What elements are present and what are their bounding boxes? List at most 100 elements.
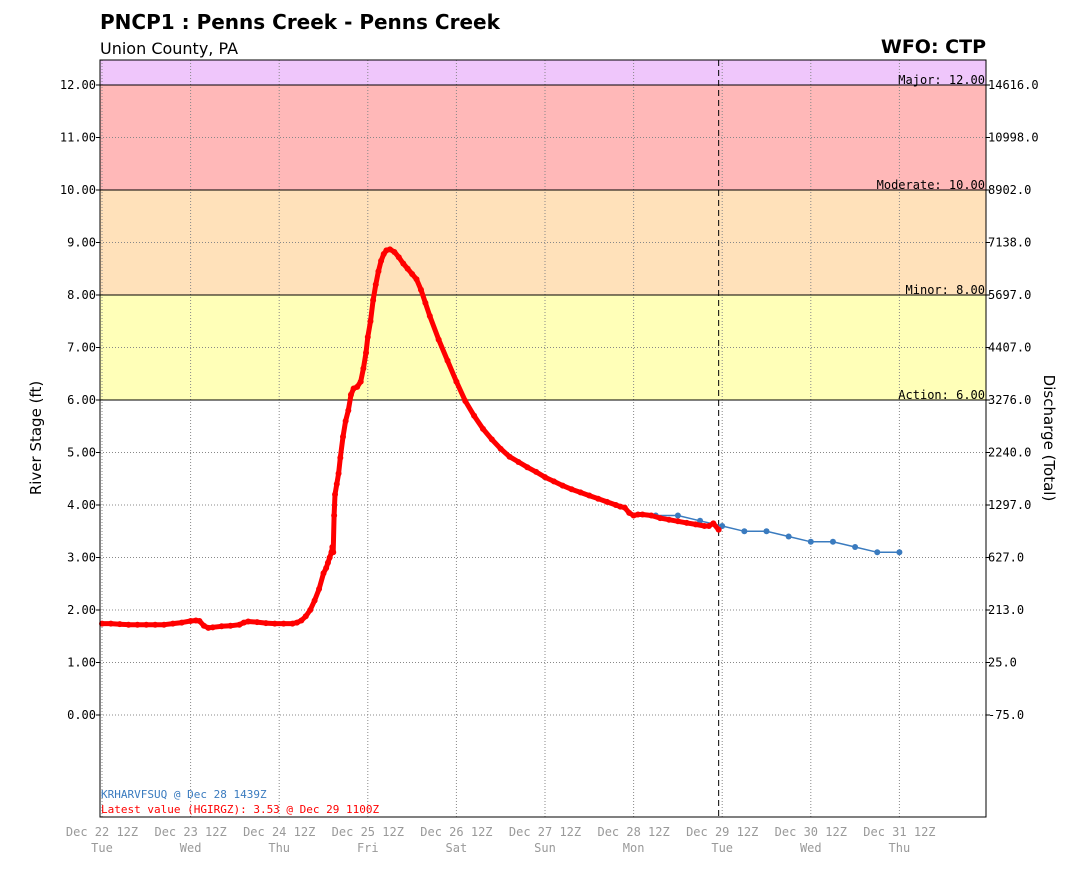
observed-point: [143, 621, 150, 628]
observed-point: [375, 268, 382, 275]
observed-point: [417, 286, 424, 293]
x-tick-date: Dec 26 12Z: [420, 825, 492, 839]
observed-point: [692, 521, 699, 528]
flood-stage-lines: [100, 84, 986, 401]
left-axis-ticks: 0.00 1.00 2.00 3.00 4.00 5.00 6.00 7.00 8.00 9.00…: [60, 78, 100, 722]
forecast-point: [674, 512, 681, 519]
forecast-source-note: KRHARVFSUQ @ Dec 28 1439Z: [101, 788, 267, 801]
observed-point: [648, 512, 655, 519]
x-tick-day: Tue: [91, 841, 113, 855]
observed-point: [372, 281, 379, 288]
band-label-moderate: Moderate: 10.00: [877, 178, 985, 192]
right-tick-label: 10998.0: [988, 131, 1039, 145]
left-tick-label: 10.00: [60, 183, 96, 197]
observed-point: [360, 365, 367, 372]
flood-category-labels: Major: 12.00 Moderate: 10.00 Minor: 8.00 Ac…: [877, 73, 985, 402]
right-tick-label: -75.0: [988, 708, 1024, 722]
right-tick-label: 5697.0: [988, 288, 1031, 302]
x-tick-date: Dec 28 12Z: [597, 825, 669, 839]
observed-point: [320, 570, 327, 577]
band-major: [100, 60, 986, 85]
forecast-point: [785, 533, 792, 540]
right-tick-label: 8902.0: [988, 183, 1031, 197]
observed-point: [386, 246, 393, 253]
observed-point: [307, 607, 314, 613]
forecast-series: [652, 512, 903, 556]
chart-title: PNCP1 : Penns Creek - Penns Creek: [100, 10, 500, 34]
x-tick-day: Fri: [357, 841, 379, 855]
observed-point: [357, 378, 364, 385]
observed-point: [413, 276, 420, 283]
observed-point: [524, 464, 531, 471]
right-tick-label: 627.0: [988, 551, 1024, 565]
forecast-point: [741, 528, 748, 535]
observed-point: [568, 486, 575, 493]
observed-point: [354, 383, 361, 390]
left-tick-label: 8.00: [67, 288, 96, 302]
right-tick-label: 25.0: [988, 656, 1017, 670]
observed-point: [471, 412, 478, 419]
observed-point: [710, 520, 717, 527]
x-tick-day: Mon: [623, 841, 645, 855]
observed-point: [339, 433, 346, 440]
observed-point: [422, 299, 429, 306]
observed-point: [134, 621, 141, 628]
observed-point: [604, 498, 611, 505]
observed-point: [657, 515, 664, 522]
forecast-point: [829, 538, 836, 545]
x-tick-day: Tue: [711, 841, 733, 855]
left-tick-label: 6.00: [67, 393, 96, 407]
observed-point: [254, 619, 261, 626]
observed-point: [187, 618, 194, 625]
observed-point: [715, 526, 722, 533]
left-tick-label: 5.00: [67, 446, 96, 460]
left-tick-label: 11.00: [60, 131, 96, 145]
observed-point: [395, 254, 402, 261]
observed-point: [404, 265, 411, 272]
x-tick-date: Dec 31 12Z: [863, 825, 935, 839]
left-tick-label: 2.00: [67, 603, 96, 617]
observed-point: [542, 474, 548, 481]
plot-frame: [99, 59, 987, 818]
observed-point: [626, 509, 633, 516]
forecast-point: [852, 544, 859, 550]
observed-point: [218, 623, 225, 630]
latest-value-note: Latest value (HGIRGZ): 3.53 @ Dec 29 110…: [101, 803, 380, 816]
observed-point: [152, 621, 159, 628]
observed-point: [178, 619, 185, 626]
observed-series: [99, 246, 722, 631]
grid-lines: [100, 60, 986, 817]
observed-point: [337, 454, 344, 461]
x-tick-day: Sat: [446, 841, 468, 855]
observed-point: [683, 519, 690, 526]
band-label-minor: Minor: 8.00: [906, 283, 985, 297]
observed-point: [705, 523, 712, 529]
right-tick-label: 3276.0: [988, 393, 1031, 407]
x-tick-date: Dec 30 12Z: [775, 825, 847, 839]
observed-point: [367, 318, 374, 325]
observed-point: [363, 349, 370, 356]
observed-point: [345, 407, 352, 414]
right-tick-label: 2240.0: [988, 446, 1031, 460]
observed-point: [550, 478, 557, 485]
observed-point: [435, 336, 442, 343]
observed-point: [409, 271, 416, 277]
left-tick-label: 0.00: [67, 708, 96, 722]
observed-point: [426, 313, 433, 319]
observed-point: [479, 425, 486, 432]
left-tick-label: 4.00: [67, 498, 96, 512]
wfo-label: WFO: CTP: [880, 36, 986, 58]
observed-point: [488, 436, 495, 443]
observed-point: [116, 621, 123, 628]
band-label-action: Action: 6.00: [898, 388, 985, 402]
forecast-point: [896, 549, 903, 556]
x-tick-day: Sun: [534, 841, 556, 855]
observed-point: [506, 453, 513, 460]
right-tick-label: 4407.0: [988, 341, 1031, 355]
observed-point: [586, 492, 593, 499]
observed-point: [391, 248, 398, 255]
x-axis-ticks: Dec 22 12Z Tue Dec 23 12Z Wed Dec 24 12Z Thu D…: [66, 825, 936, 855]
observed-point: [324, 559, 331, 566]
observed-point: [298, 617, 305, 624]
